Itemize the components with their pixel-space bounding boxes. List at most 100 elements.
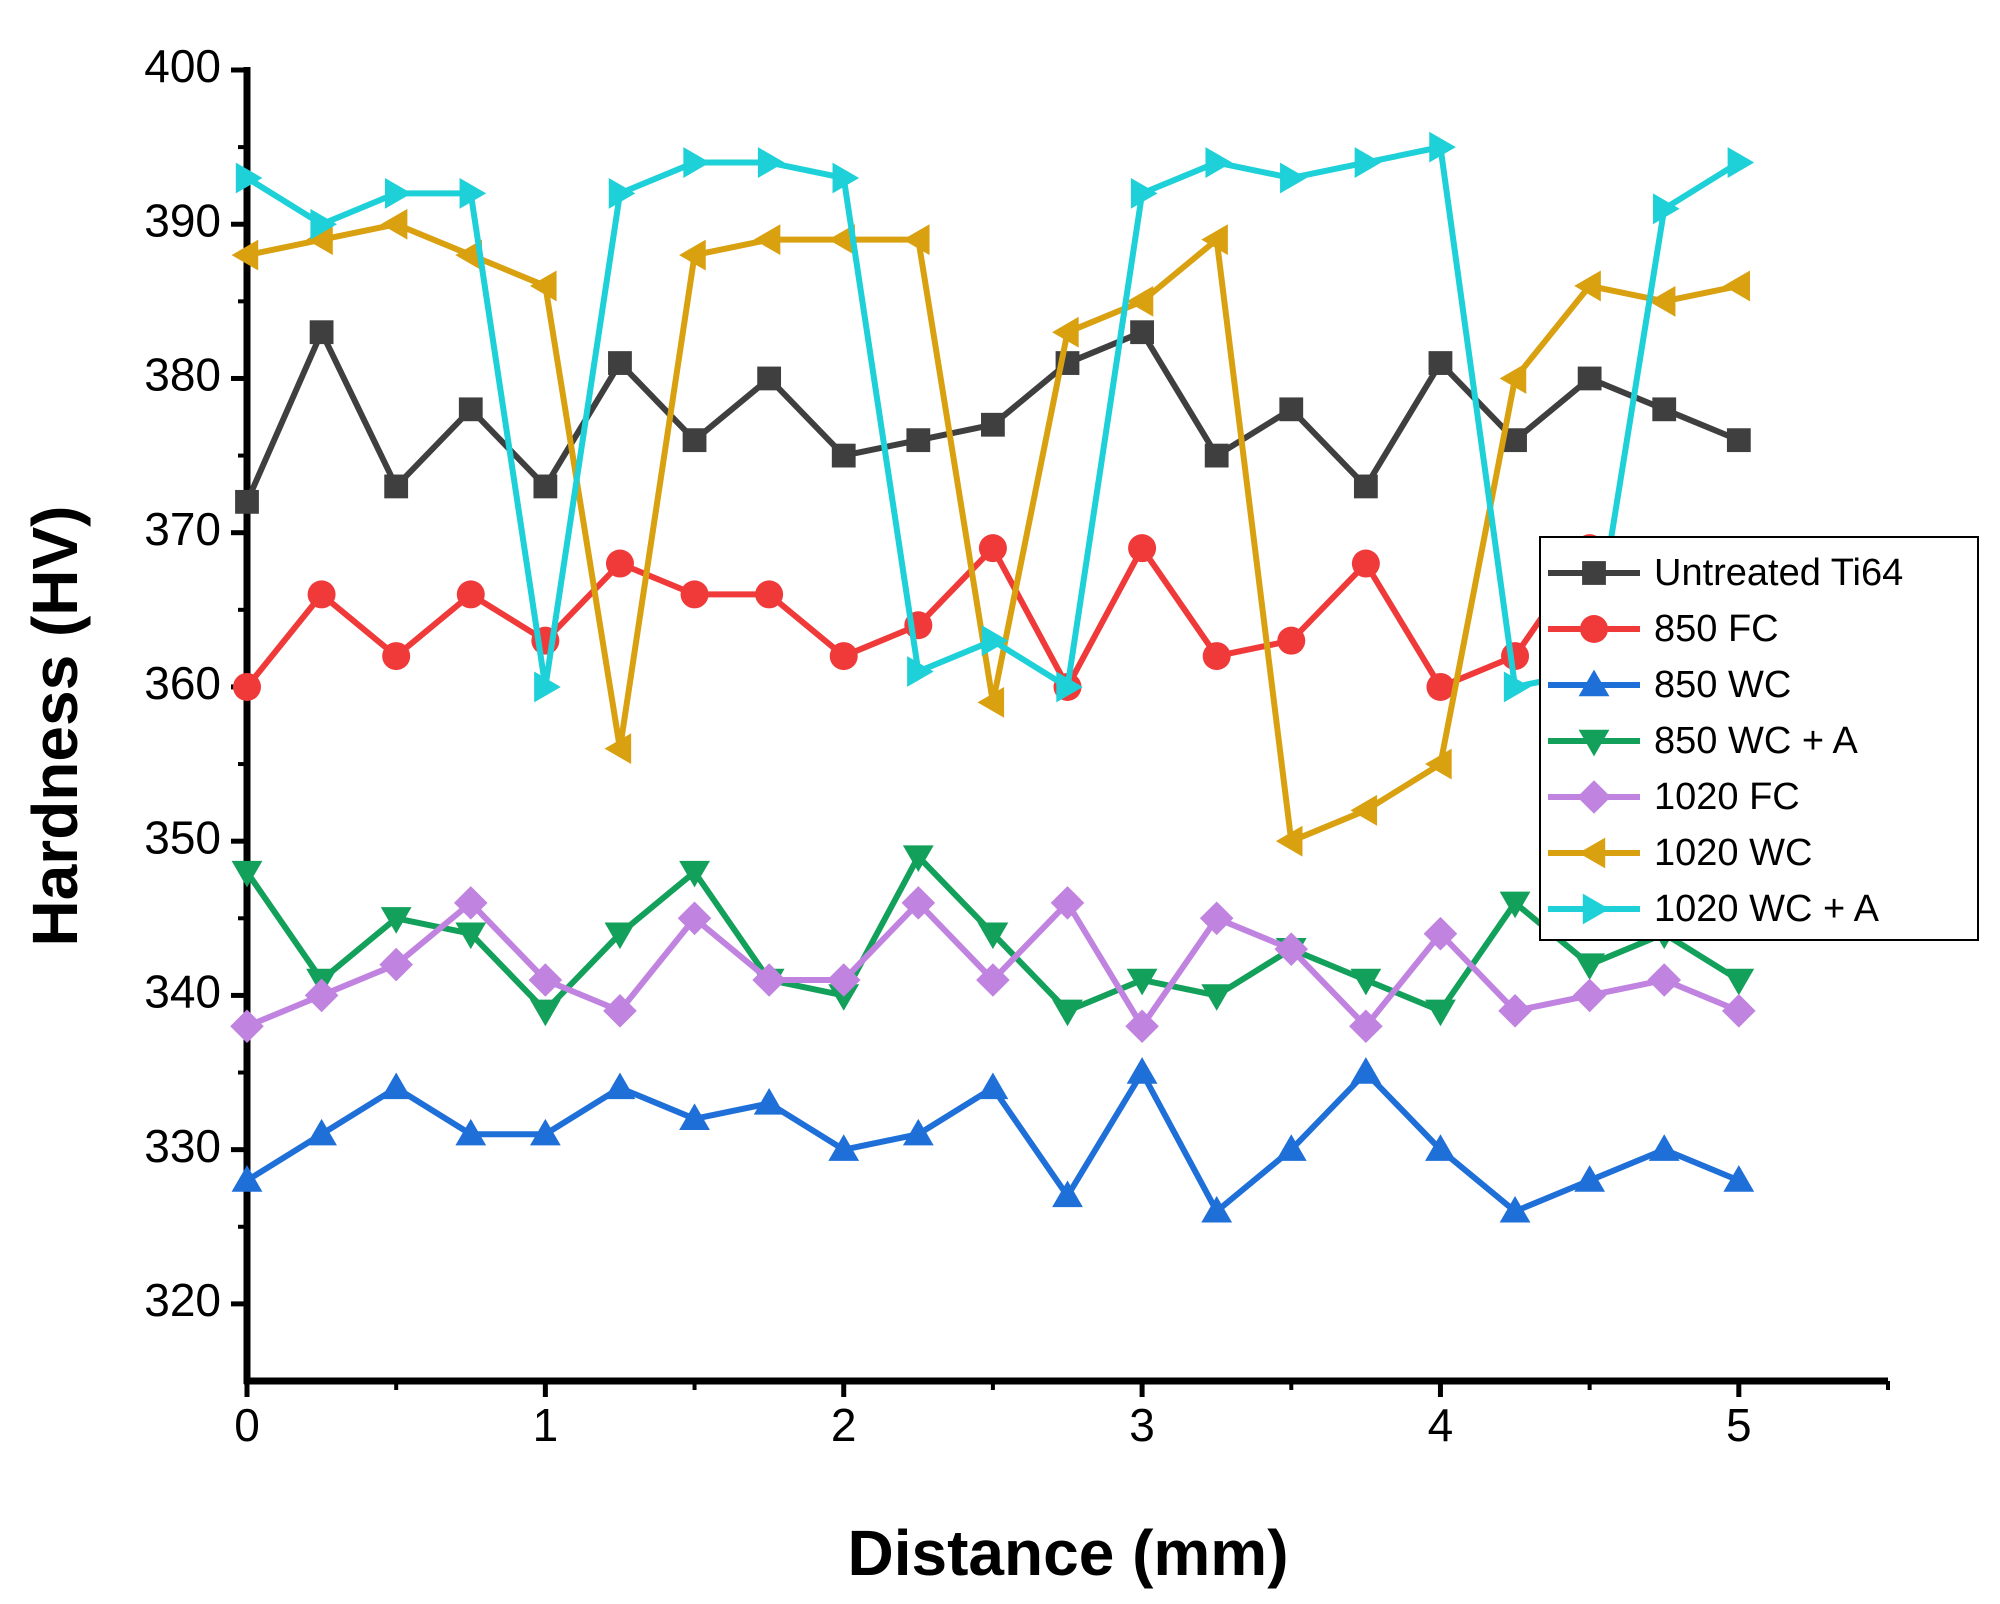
- marker: [828, 1134, 860, 1161]
- y-axis-label: Hardness (HV): [19, 506, 91, 947]
- marker: [605, 549, 634, 578]
- marker: [1648, 1134, 1680, 1161]
- marker: [1722, 994, 1756, 1028]
- x-tick-label: 5: [1726, 1399, 1752, 1451]
- marker: [677, 901, 712, 936]
- marker: [533, 474, 558, 499]
- y-tick-label: 330: [144, 1120, 221, 1172]
- marker: [458, 397, 483, 422]
- x-tick-label: 0: [234, 1399, 260, 1451]
- marker: [682, 428, 707, 453]
- marker: [1574, 1165, 1606, 1192]
- marker: [529, 999, 561, 1027]
- marker: [679, 1103, 710, 1130]
- marker: [1279, 397, 1304, 422]
- marker: [384, 474, 409, 499]
- marker: [1503, 428, 1527, 453]
- marker: [977, 922, 1009, 950]
- marker: [233, 672, 261, 701]
- marker: [306, 1118, 337, 1146]
- marker: [608, 177, 636, 209]
- legend-label: 850 FC: [1654, 608, 1779, 650]
- marker: [1205, 147, 1233, 178]
- marker: [307, 580, 336, 609]
- marker: [1653, 193, 1680, 225]
- marker: [603, 994, 637, 1028]
- marker: [380, 907, 412, 934]
- marker: [608, 351, 632, 375]
- marker: [455, 1118, 487, 1146]
- marker: [976, 963, 1010, 997]
- x-tick-label: 1: [533, 1399, 559, 1451]
- marker: [901, 886, 936, 920]
- marker: [977, 686, 1005, 718]
- marker: [1429, 131, 1456, 163]
- marker: [1351, 549, 1380, 578]
- legend-label: 1020 WC: [1654, 832, 1812, 874]
- marker: [829, 642, 858, 671]
- marker: [978, 534, 1007, 563]
- marker: [1350, 968, 1382, 996]
- marker: [679, 860, 710, 888]
- legend-label: 1020 WC + A: [1654, 888, 1880, 930]
- marker: [902, 224, 930, 256]
- marker: [1499, 1195, 1531, 1223]
- marker: [1125, 1009, 1159, 1044]
- marker: [828, 984, 860, 1011]
- marker: [1349, 1009, 1383, 1044]
- marker: [529, 1118, 561, 1146]
- marker: [828, 224, 855, 256]
- y-tick-label: 370: [144, 503, 221, 555]
- marker: [680, 580, 709, 609]
- marker: [231, 239, 259, 271]
- marker: [1201, 1195, 1233, 1223]
- marker: [380, 1072, 412, 1100]
- marker: [1350, 1057, 1382, 1084]
- marker: [1201, 984, 1233, 1011]
- y-tick-label: 380: [144, 349, 221, 401]
- marker: [832, 162, 860, 194]
- marker: [1201, 224, 1228, 256]
- marker: [902, 1118, 934, 1146]
- marker: [1578, 837, 1606, 869]
- marker: [306, 224, 333, 256]
- marker: [529, 270, 557, 302]
- legend-label: Untreated Ti64: [1654, 552, 1903, 594]
- marker: [1647, 963, 1682, 997]
- marker: [1578, 669, 1610, 697]
- marker: [752, 963, 786, 997]
- marker: [906, 428, 931, 453]
- marker: [1050, 886, 1085, 920]
- marker: [1428, 351, 1453, 375]
- marker: [1577, 780, 1611, 814]
- marker: [977, 1072, 1009, 1100]
- marker: [981, 412, 1005, 437]
- marker: [826, 963, 861, 997]
- marker: [1727, 147, 1755, 178]
- marker: [230, 1009, 264, 1044]
- marker: [1582, 561, 1606, 585]
- marker: [1126, 968, 1158, 996]
- marker: [309, 320, 334, 345]
- marker: [1199, 901, 1234, 936]
- y-tick-label: 400: [144, 40, 221, 92]
- marker: [1425, 999, 1456, 1027]
- marker: [1652, 397, 1677, 422]
- marker: [1582, 893, 1610, 925]
- marker: [604, 1072, 636, 1100]
- marker: [1130, 177, 1158, 209]
- marker: [1052, 316, 1079, 348]
- marker: [1128, 534, 1157, 563]
- marker: [1423, 916, 1458, 951]
- marker: [453, 886, 488, 920]
- marker: [1574, 953, 1606, 980]
- marker: [757, 366, 782, 391]
- marker: [1274, 932, 1309, 966]
- marker: [1056, 671, 1083, 703]
- marker: [528, 963, 563, 997]
- series-line: [246, 221, 1740, 845]
- marker: [310, 208, 337, 240]
- marker: [235, 489, 259, 514]
- marker: [235, 162, 263, 194]
- marker: [981, 625, 1009, 657]
